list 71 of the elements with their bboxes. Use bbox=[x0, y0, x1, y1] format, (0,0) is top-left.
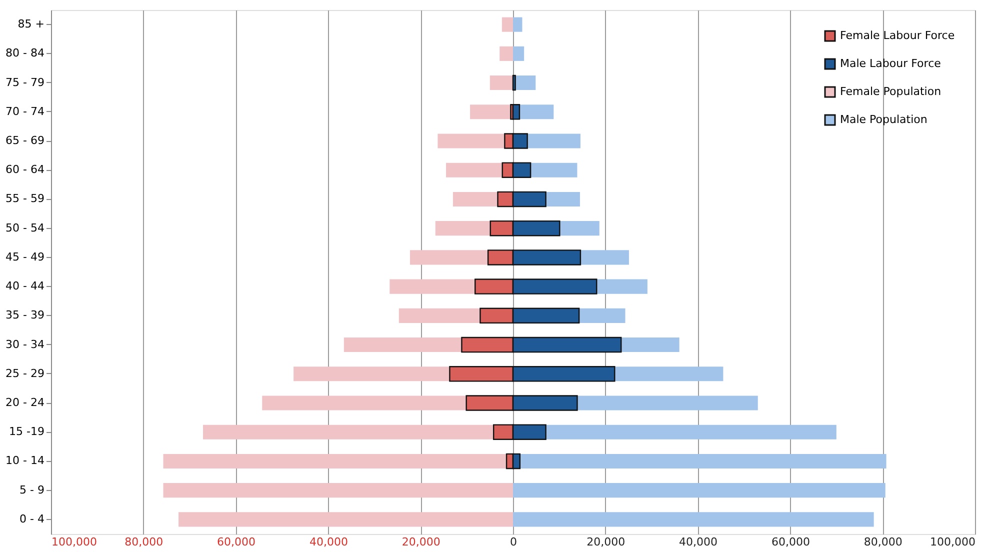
legend-label: Male Labour Force bbox=[840, 57, 942, 70]
bar bbox=[513, 512, 874, 527]
bar bbox=[163, 483, 513, 498]
bar bbox=[262, 396, 466, 410]
bar bbox=[398, 308, 480, 323]
bar bbox=[513, 483, 886, 498]
bar bbox=[614, 366, 724, 382]
x-tick-label: 60,000 bbox=[217, 536, 256, 548]
bar bbox=[515, 76, 536, 90]
bar bbox=[530, 162, 578, 178]
y-tick-label: 25 - 29 bbox=[6, 366, 44, 380]
bar bbox=[344, 338, 462, 352]
bar bbox=[579, 308, 626, 323]
bar bbox=[446, 162, 502, 178]
bar bbox=[294, 366, 450, 382]
y-tick-label: 80 - 84 bbox=[6, 46, 44, 60]
y-tick-label: 85 + bbox=[18, 18, 44, 31]
bar bbox=[410, 250, 488, 265]
bar bbox=[390, 279, 476, 294]
bar bbox=[519, 104, 554, 120]
y-tick-label: 20 - 24 bbox=[6, 396, 44, 409]
bar bbox=[490, 76, 513, 90]
bar bbox=[435, 221, 490, 236]
y-tick-label: 70 - 74 bbox=[6, 104, 44, 118]
y-tick-label: 65 - 69 bbox=[6, 134, 44, 147]
bar bbox=[502, 17, 513, 32]
x-tick-label: 60,000 bbox=[771, 536, 810, 548]
x-tick-label: 100,000 bbox=[930, 536, 976, 548]
bar bbox=[546, 424, 836, 440]
bar bbox=[527, 134, 580, 148]
y-tick-label: 5 - 9 bbox=[20, 483, 44, 496]
bar bbox=[512, 104, 520, 120]
bar bbox=[520, 454, 886, 468]
y-tick-label: 75 - 79 bbox=[6, 76, 44, 89]
y-tick-label: 0 - 4 bbox=[20, 512, 44, 526]
bar bbox=[512, 74, 516, 91]
x-tick-label: 20,000 bbox=[586, 536, 626, 548]
bar bbox=[577, 396, 758, 410]
y-tick-label: 40 - 44 bbox=[6, 280, 44, 293]
x-tick-label: 40,000 bbox=[309, 536, 348, 548]
x-tick-label: 40,000 bbox=[679, 536, 718, 548]
y-tick-label: 10 - 14 bbox=[6, 454, 44, 468]
bar bbox=[452, 192, 498, 206]
x-tick-label: 80,000 bbox=[124, 536, 164, 548]
bar bbox=[513, 46, 524, 61]
bar bbox=[163, 454, 507, 468]
bar bbox=[203, 424, 494, 440]
bar bbox=[560, 221, 600, 236]
legend-label: Female Population bbox=[840, 85, 942, 98]
bar bbox=[513, 17, 522, 32]
bar bbox=[580, 250, 629, 265]
y-tick-label: 50 - 54 bbox=[6, 221, 44, 234]
x-tick-label: 20,000 bbox=[402, 536, 440, 548]
y-tick-label: 15 -19 bbox=[9, 425, 44, 438]
x-tick-label: 100,000 bbox=[52, 536, 97, 548]
bar bbox=[621, 338, 680, 352]
bar bbox=[596, 279, 648, 294]
x-tick-label: 0 bbox=[510, 536, 517, 548]
y-tick-label: 60 - 64 bbox=[6, 163, 44, 176]
legend-label: Female Labour Force bbox=[840, 29, 955, 42]
y-tick-label: 55 - 59 bbox=[6, 192, 44, 206]
y-tick-label: 30 - 34 bbox=[6, 338, 44, 351]
bar bbox=[438, 134, 505, 148]
x-tick-label: 80,000 bbox=[864, 536, 902, 548]
bar bbox=[178, 512, 513, 527]
y-tick-label: 45 - 49 bbox=[6, 250, 44, 264]
legend-label: Male Population bbox=[840, 113, 928, 126]
bar bbox=[470, 104, 511, 120]
bar bbox=[546, 192, 580, 206]
y-tick-label: 35 - 39 bbox=[6, 308, 44, 322]
bar bbox=[500, 46, 513, 61]
